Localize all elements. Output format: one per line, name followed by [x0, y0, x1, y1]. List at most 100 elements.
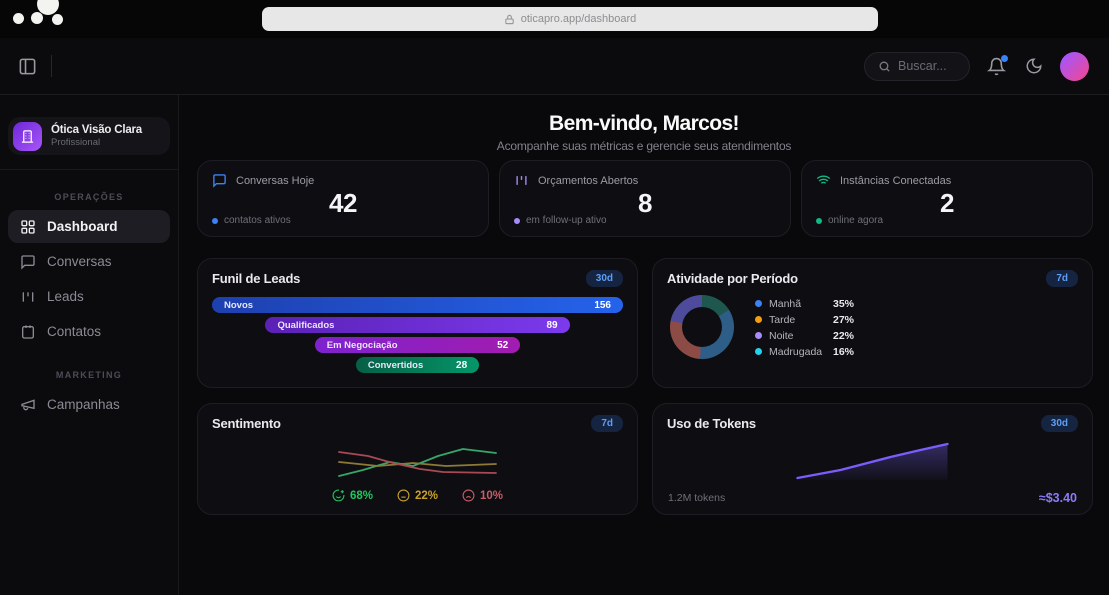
legend-row: Noite 22%: [755, 329, 854, 342]
sad-face-icon: [462, 489, 475, 502]
stat-card-conversas-hoje: Conversas Hoje 42 contatos ativos: [197, 160, 489, 237]
stat-card-orcamentos-abertos: Orçamentos Abertos 8 em follow-up ativo: [499, 160, 791, 237]
sidebar-item-contatos[interactable]: Contatos: [8, 315, 170, 348]
legend-row: Manhã 35%: [755, 297, 854, 310]
status-dot: [816, 217, 822, 224]
url-text: oticapro.app/dashboard: [520, 13, 637, 25]
search-box[interactable]: [864, 51, 970, 81]
deco-dot: [37, 0, 59, 15]
tokens-total: 1.2M tokens: [668, 492, 726, 504]
contacts-icon: [22, 324, 34, 339]
sentiment-negative: 10%: [462, 489, 503, 502]
stat-value: 2: [940, 188, 954, 218]
card-title: Atividade por Período: [667, 271, 798, 286]
moon-icon: [1026, 58, 1042, 74]
panel-left-icon: [19, 58, 36, 74]
status-dot: [514, 217, 520, 224]
section-label-operacoes: OPERAÇÕES: [54, 192, 124, 202]
legend-dot: [755, 316, 762, 323]
page-title: Bem-vindo, Marcos!: [549, 112, 740, 135]
sidebar: Ótica Visão Clara Profissional OPERAÇÕES…: [0, 95, 179, 595]
sentiment-neutral: 22%: [397, 489, 438, 502]
search-icon: [879, 61, 890, 72]
sidebar-divider: [0, 169, 178, 170]
sentiment-card: Sentimento 7d 68% 22% 10%: [197, 403, 638, 515]
tokens-area-chart: [795, 442, 949, 480]
smile-plus-icon: [332, 489, 345, 502]
bars-icon: [22, 291, 34, 302]
sidebar-item-conversas[interactable]: Conversas: [8, 245, 170, 278]
section-label-marketing: MARKETING: [55, 370, 123, 380]
stat-card-instancias-conectadas: Instâncias Conectadas 2 online agora: [801, 160, 1093, 237]
wifi-icon: [816, 175, 831, 187]
sidebar-item-label: Campanhas: [47, 397, 120, 412]
page-subtitle: Acompanhe suas métricas e gerencie seus …: [496, 139, 792, 153]
stat-value: 8: [638, 188, 652, 218]
deco-dot: [13, 13, 24, 24]
legend-dot: [755, 348, 762, 355]
sidebar-toggle-button[interactable]: [16, 55, 39, 78]
sidebar-item-label: Contatos: [47, 324, 102, 339]
megaphone-icon: [21, 398, 35, 410]
activity-legend: Manhã 35% Tarde 27% Noite 22%: [755, 297, 854, 358]
stat-footnote: online agora: [828, 215, 884, 226]
stat-footnote: contatos ativos: [224, 215, 291, 226]
lock-icon: [504, 14, 514, 24]
browser-chrome: oticapro.app/dashboard: [0, 0, 1109, 38]
sentiment-positive: 68%: [332, 489, 373, 502]
legend-dot: [755, 300, 762, 307]
card-title: Sentimento: [212, 416, 281, 431]
funnel-chart: Novos 156 Qualificados 89 Em Negociação …: [212, 297, 623, 373]
period-badge[interactable]: 30d: [1040, 415, 1078, 432]
card-title: Uso de Tokens: [667, 416, 756, 431]
stat-footnote: em follow-up ativo: [526, 215, 607, 226]
funnel-stage: Novos 156: [212, 297, 623, 313]
period-badge[interactable]: 30d: [585, 270, 623, 287]
sidebar-item-leads[interactable]: Leads: [8, 280, 170, 313]
sidebar-item-label: Leads: [47, 289, 84, 304]
dashboard-grid-icon: [21, 219, 35, 234]
activity-donut: [670, 295, 734, 359]
legend-dot: [755, 332, 762, 339]
notification-dot: [1001, 54, 1008, 62]
url-bar[interactable]: oticapro.app/dashboard: [262, 7, 878, 31]
brand-card[interactable]: Ótica Visão Clara Profissional: [8, 117, 170, 155]
notifications-button[interactable]: [985, 54, 1008, 78]
user-avatar[interactable]: [1060, 51, 1089, 81]
sentiment-stats: 68% 22% 10%: [212, 489, 623, 502]
bell-icon: [987, 57, 1006, 75]
tokens-cost: ≈$3.40: [1038, 491, 1077, 505]
main-content: Bem-vindo, Marcos! Acompanhe suas métric…: [179, 95, 1109, 595]
deco-dot: [31, 12, 43, 24]
funnel-stage: Em Negociação 52: [314, 337, 521, 353]
chat-icon: [21, 254, 35, 270]
neutral-face-icon: [397, 489, 410, 502]
sidebar-item-label: Dashboard: [47, 219, 118, 234]
brand-plan: Profissional: [51, 137, 101, 148]
deco-dot: [52, 14, 63, 25]
bars-icon: [516, 176, 527, 185]
sidebar-item-label: Conversas: [47, 254, 112, 269]
sentiment-line-chart: [337, 448, 497, 477]
status-dot: [212, 217, 218, 224]
sidebar-item-dashboard[interactable]: Dashboard: [8, 210, 170, 243]
period-badge[interactable]: 7d: [1046, 270, 1078, 287]
funnel-stage: Convertidos 28: [355, 357, 480, 373]
search-input[interactable]: [898, 59, 956, 73]
brand-name: Ótica Visão Clara: [51, 124, 142, 136]
chat-icon: [213, 174, 226, 188]
activity-card: Atividade por Período 7d Manhã 35% Tarde…: [652, 258, 1093, 388]
stat-value: 42: [329, 188, 357, 218]
legend-row: Tarde 27%: [755, 313, 854, 326]
sidebar-item-campanhas[interactable]: Campanhas: [8, 388, 170, 421]
funnel-card: Funil de Leads 30d Novos 156 Qualificado…: [197, 258, 638, 388]
stat-label: Orçamentos Abertos: [538, 174, 639, 187]
theme-toggle-button[interactable]: [1023, 55, 1045, 77]
funnel-stage: Qualificados 89: [265, 317, 570, 333]
app-header: [0, 38, 1109, 95]
tokens-card: Uso de Tokens 30d 1.2M tokens ≈$3.40: [652, 403, 1093, 515]
stat-label: Conversas Hoje: [236, 174, 315, 187]
header-divider: [51, 55, 52, 77]
period-badge[interactable]: 7d: [591, 415, 623, 432]
building-icon: [13, 121, 42, 151]
